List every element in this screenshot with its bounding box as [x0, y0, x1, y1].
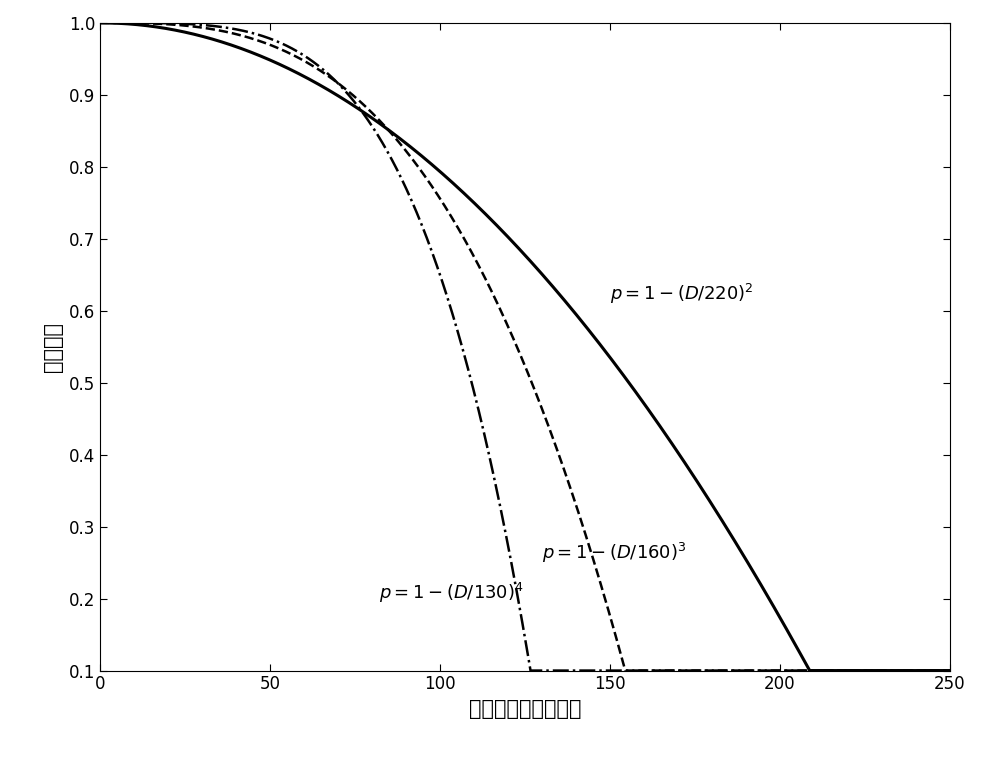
Text: $\mathit{p=1-(D/130)^{4}}$: $\mathit{p=1-(D/130)^{4}}$: [379, 581, 524, 604]
Y-axis label: 限制因子: 限制因子: [43, 322, 63, 372]
Text: $\mathit{p=1-(D/160)^{3}}$: $\mathit{p=1-(D/160)^{3}}$: [542, 541, 687, 565]
Text: $\mathit{p=1-(D/220)^{2}}$: $\mathit{p=1-(D/220)^{2}}$: [610, 282, 754, 306]
X-axis label: 当前时隙设备到达数: 当前时隙设备到达数: [469, 699, 581, 719]
